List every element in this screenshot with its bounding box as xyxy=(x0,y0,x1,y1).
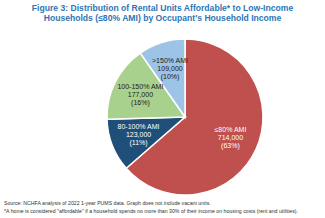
data-label-line: (16%) xyxy=(131,99,150,107)
data-label-line: (10%) xyxy=(161,73,180,81)
title-line: Households (≤80% AMI) by Occupant's Hous… xyxy=(44,13,282,23)
annotation: *A home is considered "affordable" if a … xyxy=(4,208,298,214)
data-label-line: 714,000 xyxy=(218,134,243,141)
chart: Figure 3: Distribution of Rental Units A… xyxy=(0,0,325,218)
data-label-line: 109,000 xyxy=(157,65,182,72)
data-label-line: (63%) xyxy=(221,142,240,150)
annotation: Source: NCHFA analysis of 2022 1-year PU… xyxy=(4,200,211,206)
data-label: ≤80% AMI714,000(63%) xyxy=(215,126,247,150)
data-label: >150% AMI109,000(10%) xyxy=(152,57,188,81)
slice xyxy=(107,117,185,168)
data-label-line: 177,000 xyxy=(128,90,153,97)
data-label-line: 123,000 xyxy=(126,131,151,138)
data-label: 80-100% AMI123,000(11%) xyxy=(118,123,160,147)
title: Figure 3: Distribution of Rental Units A… xyxy=(32,3,294,23)
data-label-line: 80-100% AMI xyxy=(118,123,160,130)
title-line: Figure 3: Distribution of Rental Units A… xyxy=(32,3,294,13)
pie xyxy=(107,39,263,195)
data-label: 100-150% AMI177,000 (16%) xyxy=(117,82,163,106)
data-label-line: 100-150% AMI xyxy=(117,82,163,89)
data-label-line: (11%) xyxy=(129,139,147,147)
data-label-line: ≤80% AMI xyxy=(215,126,247,133)
data-labels: ≤80% AMI714,000(63%)80-100% AMI123,000(1… xyxy=(117,57,246,149)
data-label-line: >150% AMI xyxy=(152,57,188,64)
